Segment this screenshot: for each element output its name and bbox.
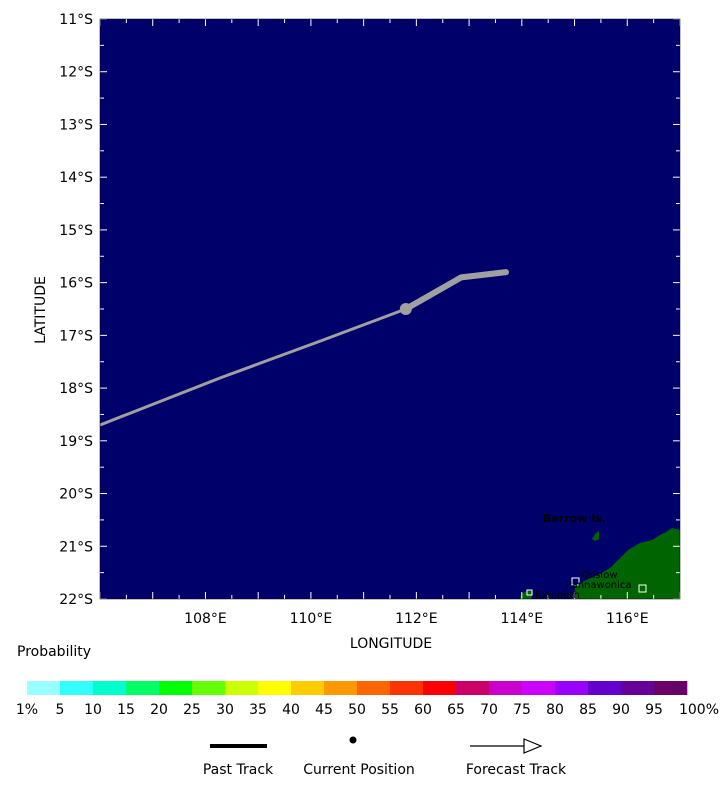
colorbar-label: 70 bbox=[480, 702, 498, 718]
exmouth-marker bbox=[526, 589, 533, 596]
colorbar-label: 35 bbox=[249, 702, 267, 718]
past-track-label: Past Track bbox=[203, 762, 274, 778]
colorbar-swatch bbox=[60, 681, 94, 695]
place-label-pannawonica: Pannawonica bbox=[566, 580, 632, 591]
colorbar-label: 75 bbox=[513, 702, 531, 718]
map-frame bbox=[99, 18, 681, 600]
colorbar-label: 85 bbox=[579, 702, 597, 718]
colorbar-label: 55 bbox=[381, 702, 399, 718]
ocean-area bbox=[100, 19, 680, 599]
colorbar-label: 95 bbox=[645, 702, 663, 718]
lat-label: 22°S bbox=[59, 592, 93, 608]
legend-key-forecast-track: Forecast Track bbox=[466, 738, 567, 778]
colorbar-swatch bbox=[27, 681, 61, 695]
colorbar-label: 5 bbox=[56, 702, 65, 718]
colorbar-label: 100% bbox=[679, 702, 719, 718]
current-position-symbol bbox=[349, 736, 357, 744]
colorbar-swatch bbox=[489, 681, 523, 695]
pannawonica-marker bbox=[638, 584, 647, 593]
legend-title: Probability bbox=[17, 644, 91, 660]
legend-key-current-position: Current Position bbox=[303, 736, 415, 778]
colorbar-swatch bbox=[423, 681, 457, 695]
place-label-exmouth: Exmouth bbox=[535, 590, 580, 601]
lon-label: 116°E bbox=[606, 611, 649, 627]
lon-label: 114°E bbox=[501, 611, 544, 627]
lat-label: 21°S bbox=[59, 539, 93, 555]
colorbar-swatch bbox=[192, 681, 226, 695]
y-axis-label: LATITUDE bbox=[33, 276, 49, 344]
colorbar-label: 20 bbox=[150, 702, 168, 718]
mainland-coast bbox=[572, 528, 680, 599]
place-label-onslow: Onslow bbox=[581, 570, 618, 581]
town-markers bbox=[526, 577, 647, 596]
lat-label: 12°S bbox=[59, 65, 93, 81]
colorbar-swatch bbox=[258, 681, 292, 695]
barrow-island bbox=[592, 531, 599, 541]
latitude-tick-labels: 11°S 12°S 13°S 14°S 15°S 16°S 17°S 18°S 19°S 20°S… bbox=[59, 12, 93, 608]
onslow-marker bbox=[571, 577, 580, 586]
map-plot-area: Barrow Is. Onslow Pannawonica Exmouth bbox=[99, 18, 681, 601]
colorbar-swatch bbox=[291, 681, 325, 695]
colorbar-swatch bbox=[225, 681, 259, 695]
colorbar-label: 40 bbox=[282, 702, 300, 718]
lon-label: 112°E bbox=[395, 611, 438, 627]
colorbar-swatch bbox=[456, 681, 490, 695]
lat-label: 11°S bbox=[59, 12, 93, 28]
x-axis-label: LONGITUDE bbox=[350, 636, 432, 652]
colorbar-label: 1% bbox=[16, 702, 38, 718]
colorbar-label: 80 bbox=[546, 702, 564, 718]
colorbar-label: 50 bbox=[348, 702, 366, 718]
lon-label: 108°E bbox=[184, 611, 227, 627]
colorbar-swatch bbox=[522, 681, 556, 695]
axis-tick-marks bbox=[99, 18, 681, 600]
colorbar-swatch bbox=[126, 681, 160, 695]
colorbar-label: 25 bbox=[183, 702, 201, 718]
legend-key-past-track: Past Track bbox=[203, 744, 274, 778]
lat-label: 18°S bbox=[59, 381, 93, 397]
lat-label: 13°S bbox=[59, 117, 93, 133]
longitude-tick-labels: 108°E 110°E 112°E 114°E 116°E bbox=[184, 611, 648, 627]
colorbar-tick-labels: 1% 5 10 15 20 25 30 35 40 45 50 55 60 65 70 75 80 85 90 95 1… bbox=[16, 702, 719, 718]
lat-label: 20°S bbox=[59, 487, 93, 503]
colorbar-swatch bbox=[159, 681, 193, 695]
colorbar-swatch bbox=[621, 681, 655, 695]
colorbar-label: 30 bbox=[216, 702, 234, 718]
colorbar-swatch bbox=[357, 681, 391, 695]
place-label-barrow-is: Barrow Is. bbox=[543, 512, 606, 525]
colorbar-label: 60 bbox=[414, 702, 432, 718]
colorbar-swatch bbox=[588, 681, 622, 695]
colorbar-label: 45 bbox=[315, 702, 333, 718]
colorbar-swatch bbox=[555, 681, 589, 695]
forecast-track-line bbox=[99, 307, 407, 427]
forecast-arrowhead-icon bbox=[523, 738, 543, 754]
lat-label: 14°S bbox=[59, 170, 93, 186]
forecast-track-label: Forecast Track bbox=[466, 762, 567, 778]
lat-label: 16°S bbox=[59, 276, 93, 292]
current-position-label: Current Position bbox=[303, 762, 415, 778]
probability-colorbar bbox=[27, 681, 688, 695]
lat-label: 19°S bbox=[59, 434, 93, 450]
colorbar-label: 10 bbox=[84, 702, 102, 718]
colorbar-swatch bbox=[390, 681, 424, 695]
current-position-marker bbox=[399, 303, 412, 315]
colorbar-label: 15 bbox=[117, 702, 135, 718]
past-track-line bbox=[402, 269, 509, 312]
colorbar-label: 90 bbox=[612, 702, 630, 718]
colorbar-swatch bbox=[654, 681, 688, 695]
lon-label: 110°E bbox=[290, 611, 333, 627]
colorbar-label: 65 bbox=[447, 702, 465, 718]
lat-label: 17°S bbox=[59, 328, 93, 344]
colorbar-swatch bbox=[93, 681, 127, 695]
colorbar-swatch bbox=[324, 681, 358, 695]
lat-label: 15°S bbox=[59, 223, 93, 239]
